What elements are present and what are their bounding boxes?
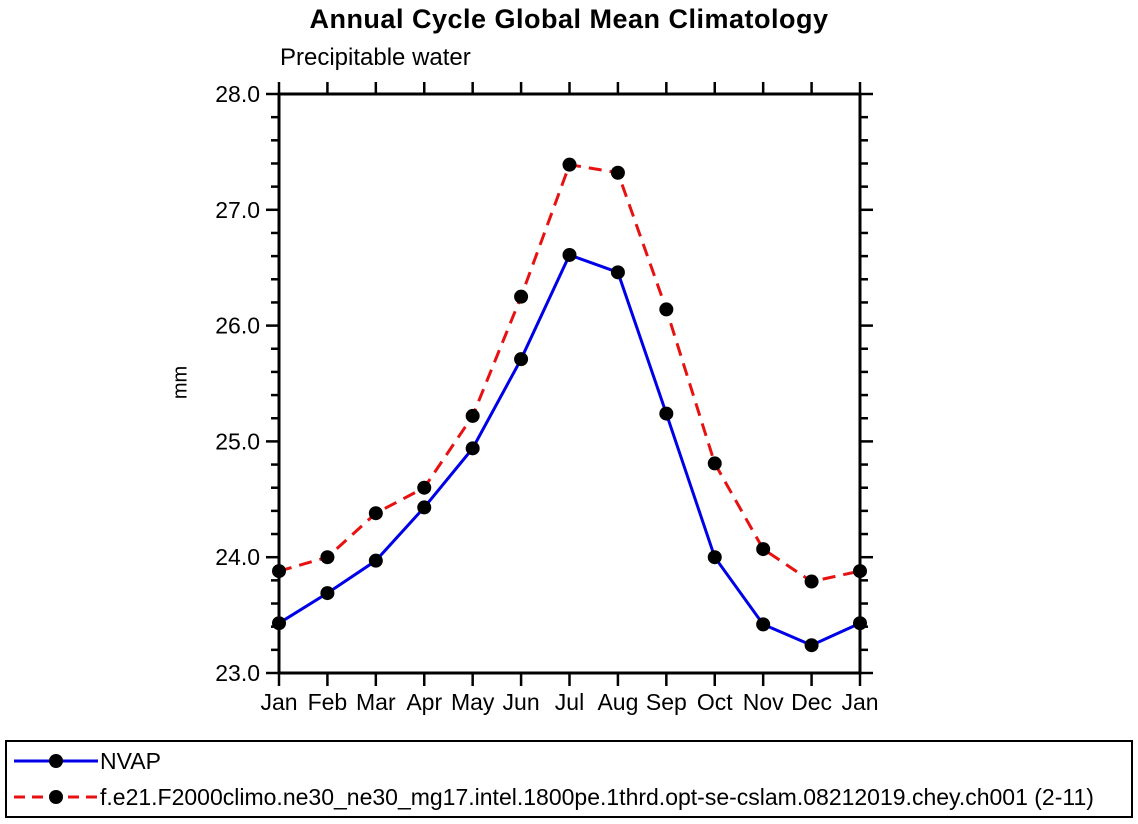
- data-point-marker: [756, 542, 771, 557]
- data-point-marker: [562, 247, 577, 262]
- x-axis-tick-label: Feb: [308, 689, 348, 715]
- data-point-marker: [610, 165, 625, 180]
- data-point-marker: [853, 616, 867, 631]
- x-axis-tick-label: Dec: [791, 689, 832, 715]
- series-model: [272, 157, 867, 589]
- x-axis-tick-label: Aug: [597, 689, 638, 715]
- data-point-marker: [272, 564, 286, 579]
- x-axis-tick-label: Oct: [697, 689, 733, 715]
- data-point-marker: [320, 550, 335, 565]
- x-axis-tick-label: Mar: [356, 689, 396, 715]
- data-point-marker: [272, 616, 286, 631]
- model-line: [278, 162, 861, 584]
- y-axis-tick-label: 24.0: [215, 544, 260, 570]
- x-axis-tick-label: Nov: [743, 689, 784, 715]
- data-point-marker: [514, 352, 529, 367]
- x-axis-tick-label: Jan: [841, 689, 878, 715]
- data-point-marker: [320, 586, 335, 601]
- y-axis-tick-label: 26.0: [215, 313, 260, 339]
- data-point-marker: [368, 553, 383, 568]
- x-axis-tick-label: Jan: [260, 689, 297, 715]
- legend-marker: [49, 790, 63, 804]
- data-point-marker: [707, 456, 722, 471]
- x-axis-tick-label: Jun: [503, 689, 540, 715]
- plot-frame: [277, 92, 862, 675]
- x-axis-tick-label: Apr: [406, 689, 442, 715]
- data-point-marker: [514, 289, 529, 304]
- chart-title: Annual Cycle Global Mean Climatology: [309, 4, 829, 34]
- x-axis-tick-label: May: [451, 689, 495, 715]
- legend-marker: [49, 754, 63, 768]
- data-point-marker: [804, 574, 819, 589]
- data-point-marker: [417, 500, 432, 515]
- y-axis-tick-label: 28.0: [215, 81, 260, 107]
- data-point-marker: [853, 564, 867, 579]
- data-point-marker: [465, 441, 480, 456]
- y-axis-tick-label: 25.0: [215, 428, 260, 454]
- legend-box: NVAP f.e21.F2000climo.ne30_ne30_mg17.inte…: [5, 740, 1133, 818]
- x-axis-tick-label: Jul: [555, 689, 584, 715]
- data-point-marker: [707, 550, 722, 565]
- plot-area: 23.0 24.0 25.0 26.0 27.0 28.0 Jan Feb Mar Apr May J…: [215, 81, 878, 715]
- data-point-marker: [368, 506, 383, 521]
- x-axis-tick-label: Sep: [646, 689, 687, 715]
- data-point-marker: [756, 617, 771, 632]
- data-point-marker: [417, 480, 432, 495]
- nvap-legend-line-sample: [14, 754, 98, 768]
- data-point-marker: [659, 406, 674, 421]
- data-point-marker: [804, 638, 819, 653]
- data-point-marker: [610, 265, 625, 280]
- y-axis-tick-label: 27.0: [215, 197, 260, 223]
- data-point-marker: [465, 408, 480, 423]
- legend-entry-nvap: NVAP: [7, 743, 1131, 779]
- model-legend-line-sample: [14, 790, 98, 804]
- legend-label: f.e21.F2000climo.ne30_ne30_mg17.intel.18…: [100, 784, 1094, 810]
- data-point-marker: [659, 302, 674, 317]
- y-axis-tick-label: 23.0: [215, 660, 260, 686]
- legend-label: NVAP: [100, 748, 161, 774]
- nvap-line: [278, 253, 861, 647]
- series-nvap: [272, 247, 867, 653]
- chart-subtitle: Precipitable water: [280, 44, 471, 71]
- data-point-marker: [562, 157, 577, 172]
- legend-entry-model: f.e21.F2000climo.ne30_ne30_mg17.intel.18…: [7, 779, 1131, 815]
